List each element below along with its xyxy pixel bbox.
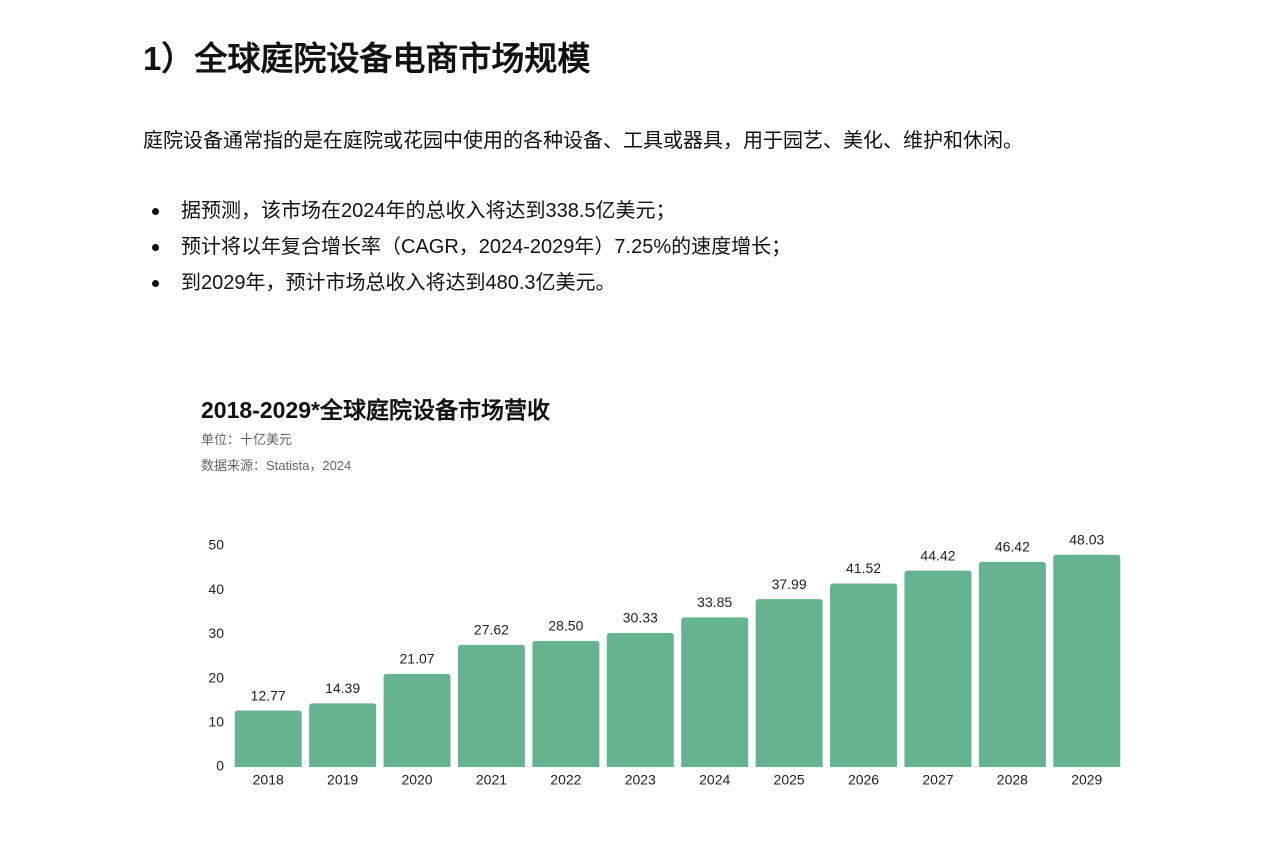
bullet: 到2029年，预计市场总收入将达到480.3亿美元。 xyxy=(143,268,791,304)
value-label: 37.99 xyxy=(772,576,807,592)
chart-subtitle: 单位：十亿美元 xyxy=(201,432,293,447)
x-tick-label: 2028 xyxy=(997,772,1028,788)
bar xyxy=(1053,554,1121,767)
chart-source: 数据来源：Statista，2024 xyxy=(201,458,352,473)
bar xyxy=(830,583,898,767)
value-label: 30.33 xyxy=(623,610,658,626)
value-label: 46.42 xyxy=(995,539,1030,555)
value-label: 48.03 xyxy=(1069,531,1104,547)
bar xyxy=(606,632,674,767)
value-label: 33.85 xyxy=(697,594,732,610)
bullet-list: 据预测，该市场在2024年的总收入将达到338.5亿美元； 预计将以年复合增长率… xyxy=(143,196,791,304)
bar xyxy=(681,617,749,767)
value-label: 28.50 xyxy=(548,618,583,634)
x-tick-label: 2022 xyxy=(550,772,581,788)
x-tick-label: 2029 xyxy=(1071,772,1102,788)
x-tick-label: 2021 xyxy=(476,772,507,788)
x-tick-label: 2025 xyxy=(774,772,805,788)
x-tick-label: 2024 xyxy=(699,772,730,788)
heading: 1）全球庭院设备电商市场规模 xyxy=(143,40,591,77)
bar xyxy=(532,641,600,767)
bar xyxy=(755,599,823,767)
x-tick-label: 2027 xyxy=(922,772,953,788)
intro: 庭院设备通常指的是在庭院或花园中使用的各种设备、工具或器具，用于园艺、美化、维护… xyxy=(143,130,1023,152)
y-tick-label: 30 xyxy=(208,625,224,641)
bar xyxy=(309,703,377,767)
value-label: 44.42 xyxy=(920,547,955,563)
value-label: 14.39 xyxy=(325,680,360,696)
y-tick-label: 40 xyxy=(208,581,224,597)
y-tick-label: 10 xyxy=(208,714,224,730)
value-label: 12.77 xyxy=(251,687,286,703)
chart-title: 2018-2029*全球庭院设备市场营收 xyxy=(201,397,550,423)
y-tick-label: 20 xyxy=(208,669,224,685)
value-label: 41.52 xyxy=(846,560,881,576)
bar xyxy=(234,710,302,767)
value-label: 21.07 xyxy=(400,651,435,667)
bullet: 预计将以年复合增长率（CAGR，2024-2029年）7.25%的速度增长； xyxy=(143,232,791,268)
bar xyxy=(457,644,525,767)
x-tick-label: 2019 xyxy=(327,772,358,788)
x-tick-label: 2026 xyxy=(848,772,879,788)
x-tick-label: 2023 xyxy=(625,772,656,788)
bullet: 据预测，该市场在2024年的总收入将达到338.5亿美元； xyxy=(143,196,791,232)
y-tick-label: 0 xyxy=(216,758,224,774)
bar xyxy=(978,561,1046,767)
bar xyxy=(383,673,451,767)
x-tick-label: 2020 xyxy=(401,772,432,788)
y-tick-label: 50 xyxy=(208,537,224,553)
x-tick-label: 2018 xyxy=(253,772,284,788)
value-label: 27.62 xyxy=(474,622,509,638)
bar xyxy=(904,570,972,767)
chart: 0 10 20 30 40 50 2018 12.77 2019 14.39 2020 21.07 20… xyxy=(208,531,1121,788)
